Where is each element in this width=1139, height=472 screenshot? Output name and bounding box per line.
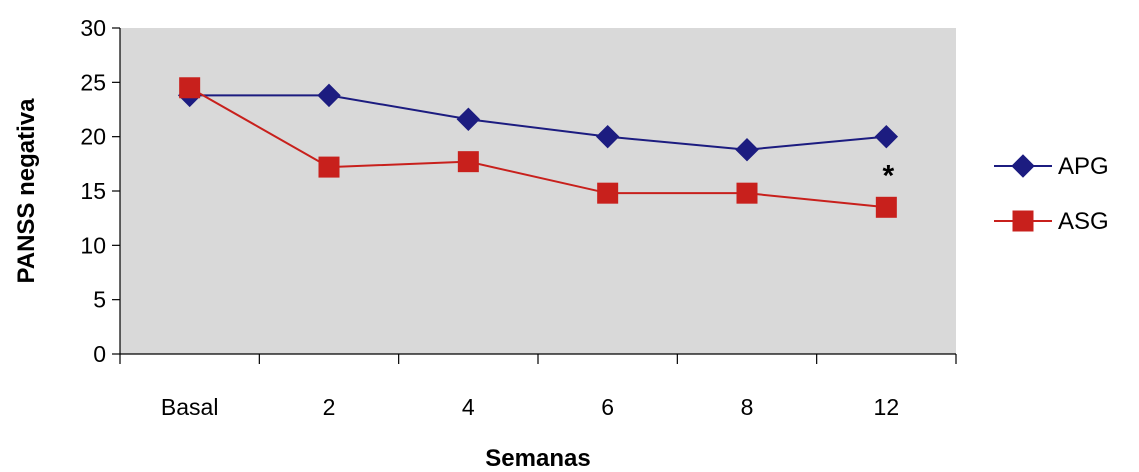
legend: APG ASG xyxy=(994,153,1109,235)
plot-area xyxy=(120,28,956,354)
x-tick-label: 4 xyxy=(462,394,475,420)
series-asg xyxy=(179,77,897,218)
legend-item-apg: APG xyxy=(994,153,1109,180)
data-point xyxy=(317,83,341,108)
annotations: * xyxy=(882,159,894,192)
y-tick-label: 15 xyxy=(80,178,106,204)
x-tick-label: 12 xyxy=(874,394,900,420)
data-point xyxy=(595,124,620,149)
legend-marker xyxy=(1011,154,1035,178)
y-tick-label: 10 xyxy=(80,232,106,258)
data-point xyxy=(736,182,758,204)
data-point xyxy=(457,151,479,173)
y-tick-label: 30 xyxy=(80,15,106,41)
series-layer xyxy=(177,77,899,218)
x-tick-label: 8 xyxy=(741,394,754,420)
data-point xyxy=(318,156,340,178)
data-point xyxy=(875,196,897,218)
series-line xyxy=(189,94,887,151)
y-axis-title: PANSS negativa xyxy=(13,98,40,284)
y-tick-label: 5 xyxy=(93,287,106,313)
legend-marker xyxy=(1012,210,1034,232)
y-tick-label: 0 xyxy=(93,341,106,367)
x-tick-label: 2 xyxy=(323,394,336,420)
legend-label: APG xyxy=(1058,153,1109,180)
data-point xyxy=(735,137,759,162)
legend-label: ASG xyxy=(1058,208,1109,235)
data-point xyxy=(456,107,481,131)
x-axis-title: Semanas xyxy=(485,445,590,472)
data-point xyxy=(874,124,899,149)
data-point xyxy=(597,182,619,204)
significance-asterisk: * xyxy=(882,159,894,192)
data-point xyxy=(179,77,201,99)
axes: 0 5 10 15 20 25 30 Basal 2 4 6 8 12 xyxy=(80,15,957,420)
y-tick-label: 20 xyxy=(80,124,106,150)
x-tick-label: Basal xyxy=(161,394,219,420)
x-tick-label: 6 xyxy=(601,394,614,420)
series-line xyxy=(189,86,887,209)
y-tick-label: 25 xyxy=(80,69,106,95)
legend-item-asg: ASG xyxy=(994,208,1109,235)
